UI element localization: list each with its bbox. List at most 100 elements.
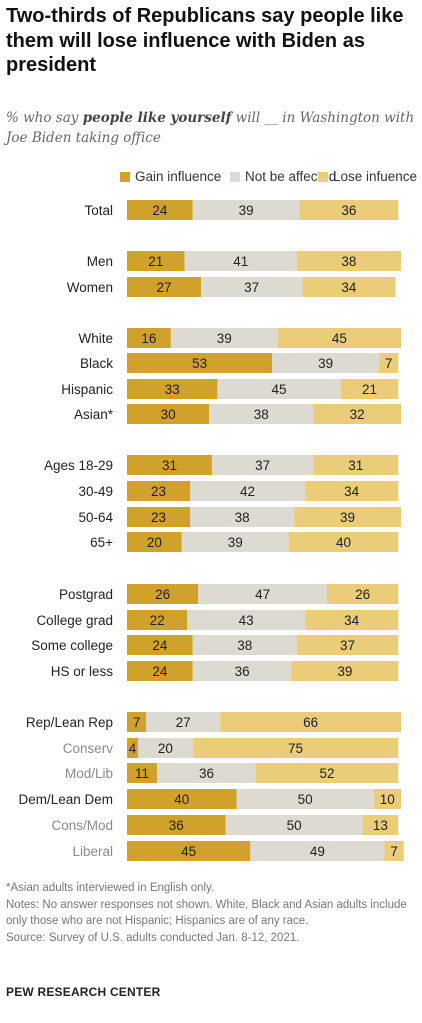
bar-segment-lose-ages-18-29 [313,455,399,475]
data-label-lose-rep-lean-rep: 66 [303,715,318,730]
data-label-gain-white: 16 [141,331,156,346]
row-label-college-grad: College grad [36,613,113,628]
row-label-liberal: Liberal [72,844,113,859]
row-label-65: 65+ [90,535,113,550]
data-label-not-affected-ages-18-29: 37 [255,458,270,473]
bar-segment-not-affected-rep-lean-rep [146,712,221,732]
bar-segment-lose-black [379,353,399,373]
data-label-gain-hs-or-less: 24 [152,664,168,679]
row-label-ages-18-29: Ages 18-29 [44,458,113,473]
legend-swatch-not-affected [230,171,240,182]
data-label-not-affected-cons-mod: 50 [287,818,302,833]
bar-row-conserv: Conserv 4 20 75 [63,738,399,758]
data-label-lose-men: 38 [341,254,356,269]
bar-segment-lose-mod-lib [255,763,399,783]
bar-segment-not-affected-conserv [137,738,193,758]
row-label-cons-mod: Cons/Mod [51,818,113,833]
data-label-lose-black: 7 [385,356,393,371]
data-label-lose-hispanic: 21 [362,382,377,397]
data-label-not-affected-men: 41 [233,254,248,269]
legend-swatch-gain [120,171,130,182]
chart-subtitle: % who say people like yourself will __ i… [6,108,418,148]
bar-segment-not-affected-liberal [250,841,385,861]
row-label-men: Men [87,254,113,269]
data-label-not-affected-women: 37 [244,280,259,295]
data-label-lose-hs-or-less: 39 [337,664,352,679]
bar-segment-gain-30-49 [127,481,191,501]
bar-row-hs-or-less: HS or less 24 36 39 [51,661,399,681]
row-label-black: Black [80,356,113,371]
data-label-lose-asian: 32 [350,407,365,422]
data-label-gain-mod-lib: 11 [135,766,149,781]
chart-title: Two-thirds of Republicans say people lik… [6,5,404,76]
bar-segment-gain-women [127,277,201,297]
data-label-gain-total: 24 [152,203,168,218]
bar-segment-gain-liberal [127,841,251,861]
legend-label-gain: Gain influence [135,169,222,184]
data-label-lose-65: 40 [336,535,351,550]
notes: *Asian adults interviewed in English onl… [6,880,416,947]
bar-segment-not-affected-total [192,200,300,220]
data-label-gain-65: 20 [147,535,162,550]
bar-row-hispanic: Hispanic 33 45 21 [61,379,399,399]
data-label-not-affected-black: 39 [318,356,333,371]
data-label-gain-men: 21 [148,254,163,269]
bar-segment-lose-liberal [384,841,404,861]
data-label-not-affected-asian: 38 [254,407,269,422]
data-label-not-affected-30-49: 42 [240,484,255,499]
bar-segment-lose-50-64 [294,507,401,527]
bar-segment-gain-65 [127,532,182,552]
data-label-not-affected-mod-lib: 36 [199,766,214,781]
data-label-not-affected-postgrad: 47 [255,587,270,602]
bar-segment-gain-mod-lib [127,763,158,783]
bar-segment-lose-rep-lean-rep [220,712,401,732]
bar-segment-gain-black [127,353,273,373]
data-label-not-affected-50-64: 38 [235,510,250,525]
bar-segment-not-affected-black [272,353,380,373]
row-label-50-64: 50-64 [78,510,113,525]
bar-segment-not-affected-cons-mod [225,815,363,835]
legend-label-not-affected: Not be affected [245,169,337,184]
bar-row-rep-lean-rep: Rep/Lean Rep 7 27 66 [26,712,401,732]
source-note: Source: Survey of U.S. adults conducted … [6,932,300,945]
data-label-lose-50-64: 39 [340,510,355,525]
bar-row-college-grad: College grad 22 43 34 [36,610,399,630]
data-label-lose-college-grad: 34 [344,613,360,628]
bar-segment-not-affected-30-49 [190,481,306,501]
bar-row-postgrad: Postgrad 26 47 26 [59,584,399,604]
bar-segment-lose-30-49 [305,481,399,501]
bar-segment-gain-some-college [127,635,193,655]
bar-row-black: Black 53 39 7 [80,353,399,373]
legend-item-lose: Lose infuence [318,169,417,184]
data-label-gain-asian: 30 [161,407,176,422]
data-label-not-affected-dem-lean-dem: 50 [298,792,313,807]
bar-segment-not-affected-women [200,277,303,297]
data-label-lose-liberal: 7 [390,844,398,859]
bar-row-total: Total 24 39 36 [84,200,399,220]
data-label-lose-dem-lean-dem: 10 [380,792,395,807]
data-label-not-affected-total: 39 [239,203,254,218]
bar-segment-not-affected-50-64 [190,507,295,527]
row-label-30-49: 30-49 [78,484,113,499]
row-label-white: White [78,331,113,346]
subtitle-emphasis: people like yourself [82,110,232,126]
row-label-hs-or-less: HS or less [51,664,114,679]
bar-row-50-64: 50-64 23 38 39 [78,507,401,527]
bar-segment-not-affected-asian [209,404,314,424]
data-label-gain-liberal: 45 [181,844,196,859]
bar-segment-lose-dem-lean-dem [373,789,401,809]
data-label-not-affected-conserv: 20 [158,741,173,756]
data-label-gain-cons-mod: 36 [169,818,184,833]
bar-segment-not-affected-postgrad [198,584,328,604]
data-label-gain-conserv: 4 [129,741,137,756]
bar-segment-not-affected-white [170,328,278,348]
row-label-dem-lean-dem: Dem/Lean Dem [18,792,113,807]
bar-row-65: 65+ 20 39 40 [90,532,399,552]
bar-segment-lose-college-grad [305,610,399,630]
bar-segment-not-affected-65 [181,532,289,552]
data-label-gain-ages-18-29: 31 [162,458,177,473]
data-label-not-affected-hispanic: 45 [272,382,287,397]
bar-segment-gain-50-64 [127,507,191,527]
data-label-not-affected-some-college: 38 [237,638,252,653]
bar-segment-not-affected-college-grad [187,610,306,630]
